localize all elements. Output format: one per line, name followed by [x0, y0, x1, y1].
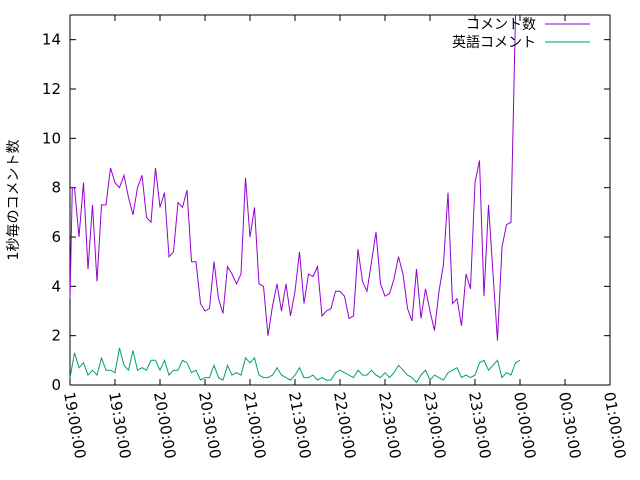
- y-tick-label: 8: [51, 179, 61, 197]
- plot-border: [69, 14, 611, 386]
- series-layer: [69, 14, 521, 384]
- series-line-0: [69, 14, 516, 341]
- x-tick-label: 23:00:00: [420, 391, 449, 460]
- y-axis: 0 2 4 6 8 10 12 14: [42, 31, 610, 394]
- y-tick-label: 0: [51, 376, 61, 394]
- x-tick-label: 21:00:00: [240, 391, 269, 460]
- x-axis: 19:00:00 19:30:00 20:00:00 20:30:00 21:00:00…: [60, 15, 629, 460]
- x-tick-label: 22:30:00: [375, 391, 404, 460]
- legend-label: 英語コメント: [452, 34, 536, 51]
- y-tick-label: 12: [42, 80, 61, 98]
- x-tick-label: 23:30:00: [465, 391, 494, 460]
- x-tick-label: 19:30:00: [105, 391, 134, 460]
- y-tick-label: 6: [51, 228, 61, 246]
- x-tick-label: 22:00:00: [330, 391, 359, 460]
- x-tick-label: 01:00:00: [600, 391, 629, 460]
- x-tick-label: 21:30:00: [285, 391, 314, 460]
- x-tick-label: 20:00:00: [150, 391, 179, 460]
- x-tick-label: 20:30:00: [195, 391, 224, 460]
- series-line-1: [69, 347, 521, 384]
- y-tick-label: 2: [51, 327, 61, 345]
- legend-label: コメント数: [466, 17, 536, 33]
- x-tick-label: 19:00:00: [60, 391, 89, 460]
- y-axis-title: 1秒毎のコメント数: [6, 140, 22, 261]
- y-tick-label: 10: [42, 129, 61, 147]
- plot-area: [69, 14, 611, 386]
- x-tick-label: 00:30:00: [555, 391, 584, 460]
- y-tick-label: 4: [51, 277, 61, 295]
- y-tick-label: 14: [42, 31, 61, 49]
- x-tick-label: 00:00:00: [510, 391, 539, 460]
